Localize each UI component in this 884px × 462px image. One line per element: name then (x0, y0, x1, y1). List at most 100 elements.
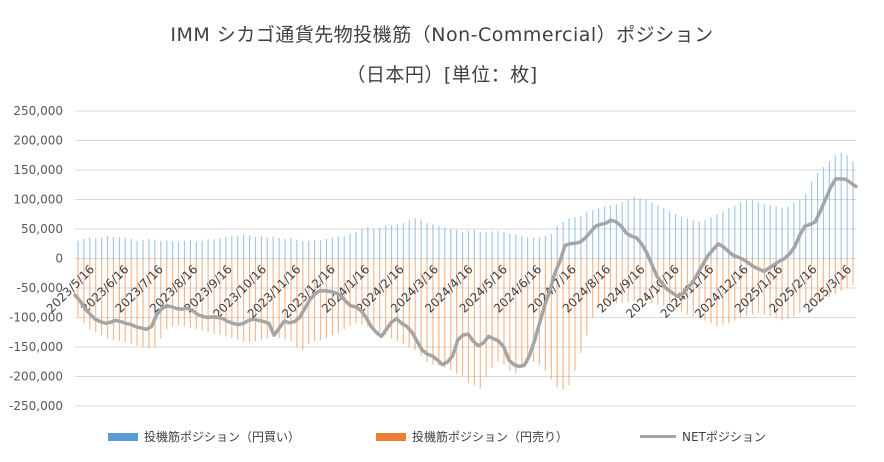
bar-buy (686, 218, 688, 259)
bar-sell (237, 258, 239, 340)
bar-sell (799, 258, 801, 313)
bar-buy (811, 181, 813, 259)
y-tick-label: -100,000 (9, 311, 63, 325)
bar-buy (77, 240, 79, 259)
legend-swatch-sell (376, 432, 406, 441)
bar-buy (515, 234, 517, 259)
bar-sell (124, 258, 126, 343)
bar-sell (515, 258, 517, 374)
bar-sell (473, 258, 475, 386)
bar-sell (775, 258, 777, 318)
bar-buy (225, 237, 227, 259)
bar-sell (83, 258, 85, 324)
bar-buy (390, 225, 393, 259)
bar-buy (497, 230, 499, 259)
bar-buy (101, 237, 103, 259)
bar-buy (420, 219, 422, 259)
bar-buy (562, 221, 564, 259)
bar-buy (657, 205, 659, 259)
bar-sell (692, 258, 694, 317)
bar-buy (319, 240, 322, 259)
bar-sell (172, 258, 174, 327)
bar-buy (627, 199, 629, 259)
bar-buy (142, 239, 144, 259)
bar-buy (308, 240, 310, 259)
bar-sell (603, 258, 606, 306)
bar-buy (840, 152, 842, 259)
bar-sell (538, 258, 541, 365)
bar-buy (763, 204, 765, 259)
bar-buy (615, 204, 617, 259)
y-tick-label: -250,000 (9, 399, 63, 413)
bar-buy (284, 239, 286, 259)
bar-buy (461, 231, 464, 259)
bar-sell (822, 258, 825, 300)
bar-sell (414, 258, 416, 350)
bar-sell (355, 258, 357, 324)
bar-sell (284, 258, 286, 340)
bar-sell (503, 258, 505, 365)
bar-buy (532, 237, 535, 259)
bar-buy (822, 167, 825, 259)
bar-buy (645, 199, 647, 259)
bar-sell (467, 258, 470, 383)
bar-buy (669, 211, 671, 259)
bar-sell (231, 258, 233, 339)
bar-sell (592, 258, 594, 318)
bar-sell (527, 258, 529, 364)
bar-buy (603, 206, 606, 259)
bar-sell (456, 258, 458, 374)
bar-buy (473, 230, 475, 259)
bar-buy (479, 231, 481, 259)
bar-sell (615, 258, 617, 304)
bar-sell (556, 258, 558, 388)
bar-buy (95, 238, 97, 259)
bar-sell (716, 258, 718, 327)
bar-sell (95, 258, 97, 333)
bar-sell (432, 258, 434, 365)
bar-sell (278, 258, 280, 339)
bar-buy (272, 236, 274, 259)
bar-buy (414, 218, 416, 259)
bar-sell (669, 258, 671, 307)
bar-sell (811, 258, 813, 306)
bar-sell (166, 258, 168, 330)
bar-buy (734, 205, 736, 259)
bar-sell (385, 258, 387, 336)
bar-sell (461, 258, 464, 377)
bar-sell (248, 258, 251, 343)
bar-sell (444, 258, 446, 368)
y-tick-label: 50,000 (21, 222, 63, 236)
bar-sell (491, 258, 493, 368)
bar-buy (745, 200, 748, 259)
bar-buy (278, 237, 280, 259)
bar-sell (479, 258, 481, 389)
bar-buy (769, 205, 771, 259)
bar-buy (195, 241, 197, 259)
bar-sell (148, 258, 150, 349)
bar-sell (219, 258, 221, 336)
y-tick-label: 100,000 (13, 193, 63, 207)
bar-sell (213, 258, 215, 335)
bar-buy (550, 233, 552, 259)
bar-sell (550, 258, 552, 380)
bar-sell (846, 258, 848, 288)
bar-sell (266, 258, 268, 339)
bar-sell (254, 258, 257, 342)
bar-sell (609, 258, 612, 305)
bar-buy (828, 161, 830, 259)
bar-buy (166, 240, 168, 259)
bar-sell (639, 258, 641, 300)
bar-buy (314, 240, 316, 259)
bar-buy (207, 239, 209, 259)
bar-sell (177, 258, 180, 326)
y-tick-label: 150,000 (13, 163, 63, 177)
bar-sell (532, 258, 535, 362)
bar-sell (627, 258, 629, 303)
bar-buy (296, 239, 298, 259)
bar-sell (331, 258, 333, 336)
bar-buy (592, 210, 594, 259)
net-line (73, 177, 858, 369)
bar-sell (189, 258, 191, 329)
